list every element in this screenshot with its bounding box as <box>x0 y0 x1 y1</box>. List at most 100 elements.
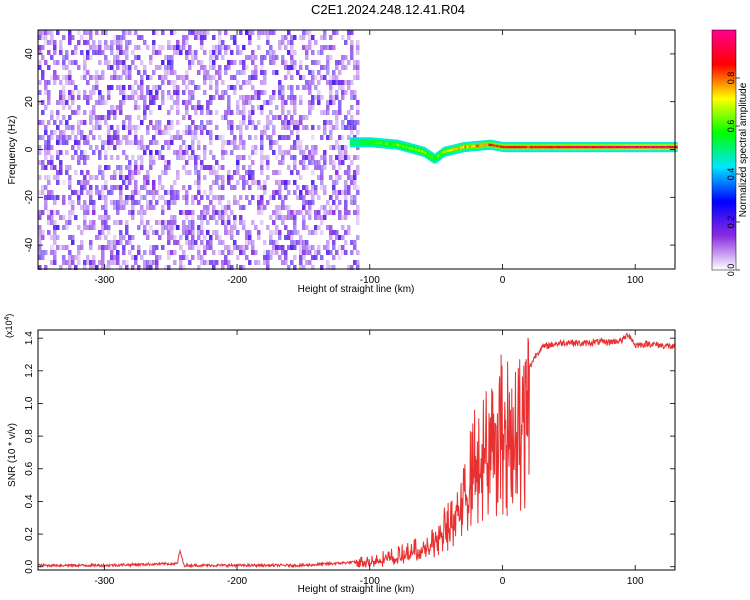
trace-cell <box>424 151 428 155</box>
heatmap-cell <box>239 110 243 115</box>
heatmap-cell <box>266 250 270 255</box>
heatmap-cell <box>281 40 285 45</box>
heatmap-cell <box>236 170 240 175</box>
heatmap-cell <box>272 60 276 65</box>
heatmap-cell <box>284 35 288 40</box>
heatmap-cell <box>230 185 234 190</box>
heatmap-cell <box>98 165 102 170</box>
heatmap-cell <box>344 195 348 200</box>
heatmap-cell <box>212 35 216 40</box>
heatmap-cell <box>227 60 231 65</box>
heatmap-cell <box>326 60 330 65</box>
heatmap-cell <box>179 210 183 215</box>
heatmap-cell <box>89 130 93 135</box>
heatmap-cell <box>167 130 171 135</box>
heatmap-cell <box>350 45 354 50</box>
heatmap-cell <box>143 210 147 215</box>
trace-cell <box>450 148 454 152</box>
heatmap-cell <box>89 110 93 115</box>
heatmap-cell <box>197 145 201 150</box>
heatmap-cell <box>71 190 75 195</box>
heatmap-cell <box>152 245 156 250</box>
bottom-x-tick-label: 0 <box>500 576 506 587</box>
heatmap-cell <box>173 260 177 265</box>
heatmap-cell <box>110 185 114 190</box>
heatmap-cell <box>83 95 87 100</box>
trace-cell <box>501 145 505 149</box>
heatmap-cell <box>290 245 294 250</box>
heatmap-cell <box>119 195 123 200</box>
heatmap-cell <box>191 240 195 245</box>
heatmap-cell <box>212 260 216 265</box>
heatmap-cell <box>83 265 87 270</box>
heatmap-cell <box>167 110 171 115</box>
heatmap-cell <box>218 45 222 50</box>
heatmap-cell <box>50 40 54 45</box>
heatmap-cell <box>170 95 174 100</box>
heatmap-cell <box>221 155 225 160</box>
heatmap-cell <box>191 155 195 160</box>
heatmap-cell <box>341 135 345 140</box>
heatmap-cell <box>44 200 48 205</box>
heatmap-cell <box>140 185 144 190</box>
heatmap-cell <box>233 185 237 190</box>
heatmap-cell <box>251 240 255 245</box>
heatmap-cell <box>131 85 135 90</box>
heatmap-cell <box>122 65 126 70</box>
heatmap-cell <box>326 265 330 270</box>
heatmap-cell <box>284 135 288 140</box>
trace-cell <box>650 145 654 149</box>
heatmap-cell <box>326 55 330 60</box>
heatmap-cell <box>56 210 60 215</box>
heatmap-cell <box>260 140 264 145</box>
heatmap-cell <box>155 150 159 155</box>
heatmap-cell <box>353 175 357 180</box>
heatmap-cell <box>167 200 171 205</box>
heatmap-cell <box>86 40 90 45</box>
heatmap-cell <box>83 220 87 225</box>
heatmap-cell <box>185 195 189 200</box>
trace-cell <box>526 145 530 149</box>
heatmap-cell <box>200 225 204 230</box>
heatmap-cell <box>47 215 51 220</box>
heatmap-cell <box>134 100 138 105</box>
heatmap-cell <box>302 215 306 220</box>
heatmap-cell <box>308 245 312 250</box>
trace-cell <box>540 145 544 149</box>
heatmap-cell <box>230 265 234 270</box>
heatmap-cell <box>269 60 273 65</box>
heatmap-cell <box>95 115 99 120</box>
heatmap-cell <box>242 220 246 225</box>
heatmap-cell <box>212 210 216 215</box>
heatmap-cell <box>185 35 189 40</box>
heatmap-cell <box>227 205 231 210</box>
heatmap-cell <box>80 180 84 185</box>
heatmap-cell <box>122 180 126 185</box>
trace-cell <box>429 155 433 158</box>
heatmap-cell <box>269 95 273 100</box>
heatmap-cell <box>80 150 84 155</box>
heatmap-cell <box>56 225 60 230</box>
trace-cell <box>545 145 549 149</box>
heatmap-cell <box>242 60 246 65</box>
heatmap-cell <box>308 160 312 165</box>
heatmap-cell <box>161 220 165 225</box>
heatmap-cell <box>278 45 282 50</box>
trace-cell <box>569 145 573 149</box>
heatmap-cell <box>353 65 357 70</box>
heatmap-cell <box>290 75 294 80</box>
heatmap-cell <box>323 45 327 50</box>
heatmap-cell <box>212 205 216 210</box>
heatmap-cell <box>119 235 123 240</box>
heatmap-cell <box>191 50 195 55</box>
trace-cell <box>509 145 513 149</box>
heatmap-cell <box>122 235 126 240</box>
heatmap-cell <box>242 140 246 145</box>
trace-cell <box>496 144 500 148</box>
bottom-y-multiplier: (x104) <box>4 314 14 338</box>
heatmap-cell <box>218 195 222 200</box>
heatmap-cell <box>287 85 291 90</box>
heatmap-cell <box>236 145 240 150</box>
heatmap-cell <box>38 135 42 140</box>
heatmap-cell <box>293 155 297 160</box>
